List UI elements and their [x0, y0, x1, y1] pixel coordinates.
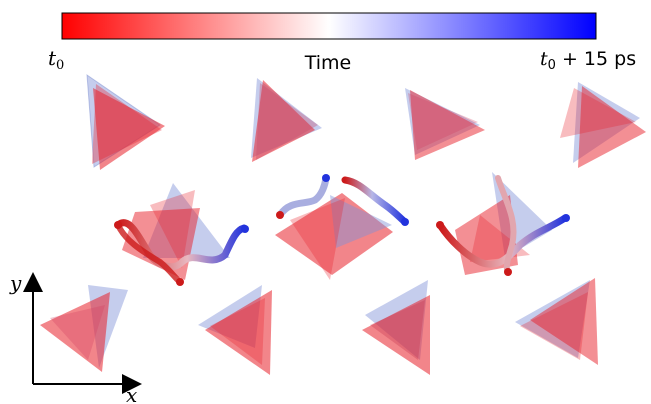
molecular-chain-1	[114, 219, 249, 286]
tetrahedron-r1-c4	[560, 82, 646, 168]
colorbar-title: Time	[304, 52, 352, 74]
molecular-chain-3	[436, 175, 570, 276]
y-axis-label: y	[9, 271, 22, 295]
tetrahedron-r1-c3	[405, 88, 485, 160]
colorbar-start-label: t0	[48, 46, 64, 73]
tetrahedron-r2-c2	[275, 193, 393, 280]
xy-axes: y x	[9, 271, 142, 404]
tetrahedron-r1-c1	[86, 73, 165, 170]
time-colorbar: t0 Time t0 + 15 ps	[48, 12, 636, 74]
tetrahedron-r3-c2	[198, 285, 272, 375]
colorbar-gradient	[61, 12, 597, 40]
molecular-chain-2	[276, 174, 409, 226]
tetrahedron-r3-c4	[515, 278, 598, 365]
tetrahedron-r3-c3	[362, 280, 430, 375]
colorbar-end-label: t0 + 15 ps	[540, 48, 636, 73]
tetrahedron-r3-c1	[40, 285, 128, 372]
x-axis-label: x	[126, 383, 137, 404]
tetrahedron-r1-c2	[251, 78, 322, 162]
